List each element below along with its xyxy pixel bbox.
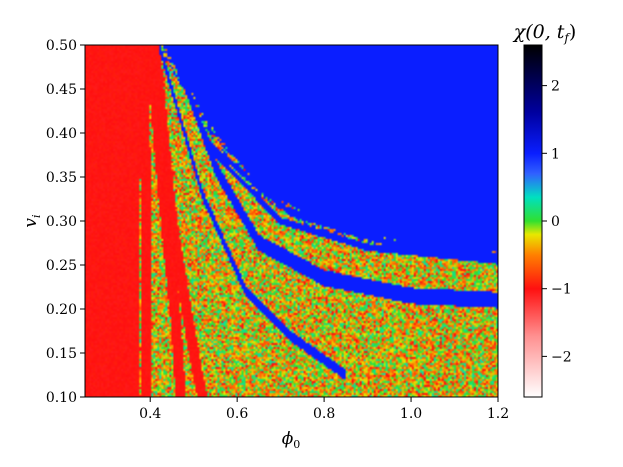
x-tick-label: 0.4 [139, 406, 161, 422]
colorbar-tick-label: −2 [551, 349, 572, 365]
y-tick-label: 0.15 [46, 346, 77, 362]
colorbar-fill [524, 45, 542, 397]
y-tick-label: 0.45 [46, 82, 77, 98]
colorbar-tick-label: 2 [551, 79, 560, 95]
colorbar-ticks: −2 −1 0 1 2 [542, 79, 572, 365]
colorbar-tick-label: 0 [551, 214, 560, 230]
y-axis-ticks: 0.10 0.15 0.20 0.25 0.30 0.35 0.40 0.45 0.50 [46, 38, 85, 406]
colorbar-tick-label: 1 [551, 146, 560, 162]
colorbar-title: χ(0, tf) [512, 21, 577, 45]
x-tick-label: 0.6 [226, 406, 248, 422]
heatmap-image [85, 45, 498, 397]
x-axis-label: ϕ0 [282, 429, 301, 451]
x-tick-label: 1.0 [400, 406, 422, 422]
x-tick-label: 0.8 [313, 406, 335, 422]
y-tick-label: 0.30 [46, 214, 77, 230]
y-tick-label: 0.50 [46, 38, 77, 54]
colorbar: −2 −1 0 1 2 [523, 44, 572, 398]
x-tick-label: 1.2 [487, 406, 509, 422]
colorbar-tick-label: −1 [551, 282, 572, 298]
y-tick-label: 0.25 [46, 258, 77, 274]
y-tick-label: 0.40 [46, 126, 77, 142]
y-axis-label: vi [21, 214, 43, 227]
y-tick-label: 0.35 [46, 170, 77, 186]
y-tick-label: 0.20 [46, 302, 77, 318]
y-tick-label: 0.10 [46, 390, 77, 406]
x-axis-ticks: 0.4 0.6 0.8 1.0 1.2 [139, 397, 509, 422]
plot-area [85, 45, 498, 397]
